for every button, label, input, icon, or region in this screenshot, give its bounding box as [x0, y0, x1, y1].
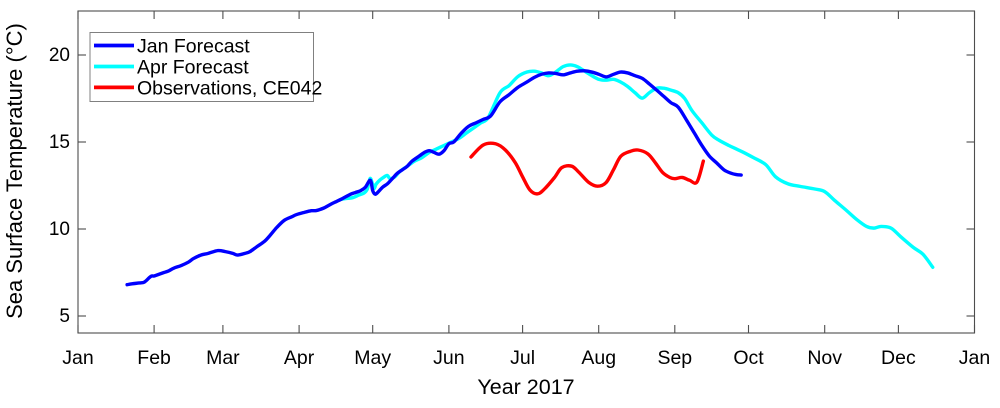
svg-text:May: May	[354, 347, 391, 369]
svg-text:Aug: Aug	[581, 347, 616, 369]
svg-text:Apr: Apr	[284, 347, 315, 369]
svg-text:Dec: Dec	[881, 347, 916, 369]
svg-text:Mar: Mar	[206, 347, 240, 369]
svg-text:Sep: Sep	[657, 347, 692, 369]
svg-text:Jan: Jan	[959, 347, 990, 369]
svg-text:Nov: Nov	[807, 347, 842, 369]
svg-text:20: 20	[49, 45, 70, 66]
svg-text:10: 10	[49, 219, 70, 240]
svg-text:Jun: Jun	[433, 347, 464, 369]
svg-text:Apr Forecast: Apr Forecast	[137, 57, 249, 79]
svg-text:5: 5	[59, 306, 70, 327]
svg-text:Feb: Feb	[137, 347, 171, 369]
svg-text:Oct: Oct	[733, 347, 764, 369]
svg-text:Year 2017: Year 2017	[477, 375, 574, 399]
svg-text:Jan Forecast: Jan Forecast	[137, 36, 250, 58]
svg-text:Observations, CE042: Observations, CE042	[137, 77, 322, 99]
svg-text:15: 15	[49, 132, 70, 153]
svg-text:Jul: Jul	[510, 347, 535, 369]
svg-text:Jan: Jan	[62, 347, 93, 369]
svg-text:Sea Surface Temperature (°C): Sea Surface Temperature (°C)	[2, 23, 27, 319]
